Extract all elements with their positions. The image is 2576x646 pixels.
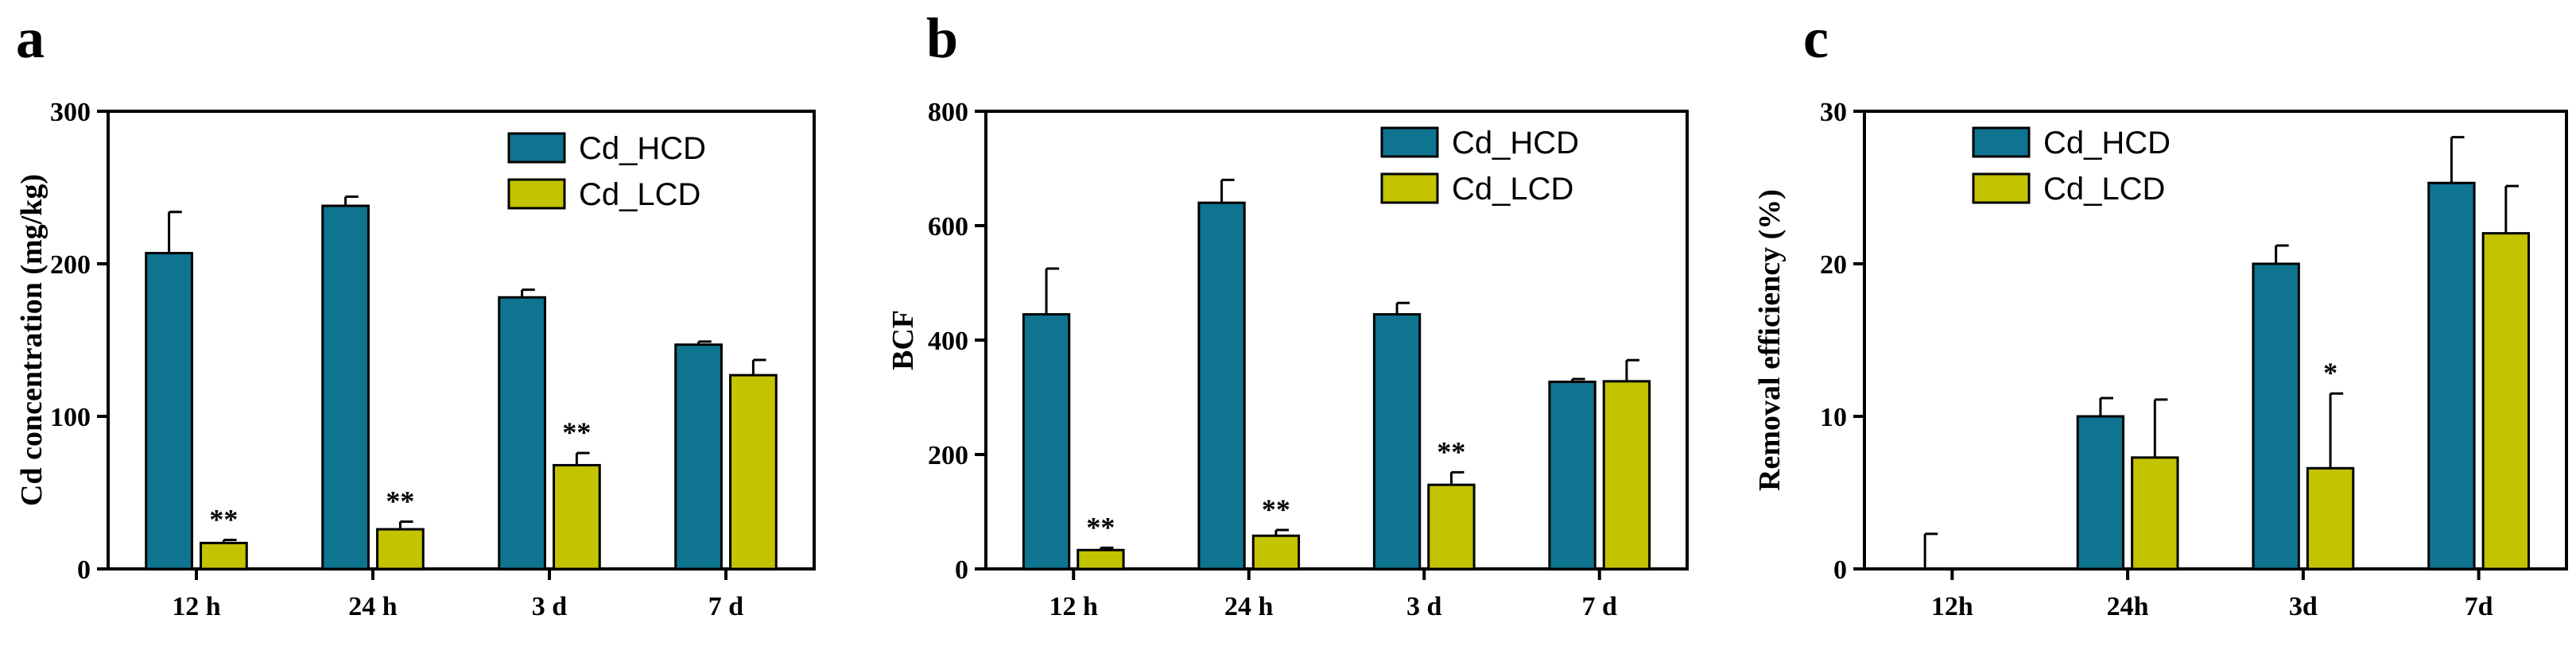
legend-label: Cd_LCD bbox=[2043, 172, 2165, 207]
y-tick-label: 100 bbox=[50, 403, 91, 432]
significance-label: * bbox=[2323, 357, 2337, 389]
x-tick-label: 7 d bbox=[708, 592, 744, 621]
y-axis-label: Cd concentration (mg/kg) bbox=[15, 174, 48, 506]
bar-cd-lcd bbox=[1602, 380, 1651, 571]
y-tick-label: 30 bbox=[1820, 98, 1847, 127]
x-tick-label: 24h bbox=[2107, 592, 2149, 621]
bar-cd-lcd bbox=[553, 463, 601, 571]
significance-label: ** bbox=[562, 416, 591, 448]
bar-cd-hcd bbox=[498, 296, 546, 571]
legend-label: Cd_HCD bbox=[579, 131, 706, 166]
y-tick-label: 20 bbox=[1820, 250, 1847, 280]
bar-cd-hcd bbox=[2252, 262, 2300, 571]
bar-cd-lcd bbox=[1077, 548, 1125, 571]
x-tick-label: 7d bbox=[2465, 592, 2493, 621]
y-tick-label: 0 bbox=[955, 555, 968, 585]
bar-cd-lcd bbox=[1427, 483, 1476, 571]
bar-cd-lcd bbox=[200, 541, 248, 571]
y-tick-label: 200 bbox=[50, 250, 91, 280]
bar-cd-hcd bbox=[2076, 415, 2125, 571]
bar-cd-lcd bbox=[376, 528, 425, 571]
bar-cd-hcd bbox=[321, 204, 370, 571]
significance-label: ** bbox=[1262, 493, 1290, 525]
legend-label: Cd_HCD bbox=[1452, 126, 1579, 161]
x-tick-label: 12h bbox=[1931, 592, 1973, 621]
y-tick-label: 0 bbox=[77, 555, 91, 585]
legend-label: Cd_LCD bbox=[579, 177, 700, 212]
legend-swatch bbox=[507, 178, 566, 210]
chart-panel-c: c Removal efficiency (%) 0 10 20 30 12h 24h 3d * 7… bbox=[1753, 6, 2568, 621]
legend-label: Cd_HCD bbox=[2043, 126, 2171, 161]
panel-letter: b bbox=[926, 6, 958, 70]
y-tick-label: 10 bbox=[1820, 403, 1847, 432]
bar-cd-hcd bbox=[1022, 313, 1071, 571]
y-tick-label: 0 bbox=[1833, 555, 1847, 585]
bar-cd-lcd bbox=[2131, 456, 2179, 571]
significance-label: ** bbox=[209, 504, 238, 536]
legend-swatch bbox=[1380, 126, 1439, 158]
significance-label: ** bbox=[1086, 511, 1115, 543]
y-tick-label: 600 bbox=[928, 212, 968, 242]
panel-letter: a bbox=[16, 6, 45, 70]
x-tick-label: 24 h bbox=[348, 592, 398, 621]
legend-swatch bbox=[507, 132, 566, 164]
y-tick-label: 400 bbox=[928, 327, 968, 356]
bar-cd-hcd bbox=[2427, 181, 2476, 571]
legend-swatch bbox=[1380, 172, 1439, 204]
y-tick-label: 200 bbox=[928, 441, 968, 470]
bar-cd-hcd bbox=[1372, 313, 1422, 571]
bar-cd-hcd bbox=[145, 252, 193, 571]
chart-panel-b: b BCF 0 200 400 600 800 12 h ** 24 h ** 3 d ** 7 d Cd_… bbox=[886, 6, 1689, 621]
x-tick-label: 12 h bbox=[172, 592, 221, 621]
bar-cd-hcd bbox=[1548, 381, 1596, 571]
bar-cd-hcd bbox=[674, 343, 723, 571]
bar-cd-lcd bbox=[729, 373, 778, 571]
bar-cd-lcd bbox=[2481, 232, 2531, 571]
plot-frame bbox=[107, 110, 816, 571]
x-tick-label: 7 d bbox=[1582, 592, 1618, 621]
y-tick-label: 800 bbox=[928, 98, 968, 127]
y-tick-label: 300 bbox=[50, 98, 91, 127]
legend-swatch bbox=[1972, 172, 2031, 204]
y-axis-label: Removal efficiency (%) bbox=[1753, 189, 1787, 491]
x-tick-label: 24 h bbox=[1224, 592, 1274, 621]
legend-label: Cd_LCD bbox=[1452, 172, 1573, 207]
x-tick-label: 12 h bbox=[1049, 592, 1099, 621]
significance-label: ** bbox=[1437, 435, 1465, 467]
x-tick-label: 3 d bbox=[1406, 592, 1442, 621]
significance-label: ** bbox=[386, 485, 414, 516]
x-tick-label: 3d bbox=[2289, 592, 2318, 621]
bar-cd-lcd bbox=[1251, 534, 1301, 571]
y-axis-label: BCF bbox=[886, 310, 920, 370]
chart-panel-a: a Cd concentration (mg/kg) 0 100 200 300 12 h *… bbox=[15, 6, 816, 621]
bar-cd-hcd bbox=[1197, 201, 1246, 571]
plot-frame bbox=[1863, 110, 2568, 571]
legend-swatch bbox=[1972, 126, 2031, 158]
bar-cd-lcd bbox=[2306, 466, 2355, 571]
panel-letter: c bbox=[1803, 6, 1829, 70]
x-tick-label: 3 d bbox=[532, 592, 568, 621]
